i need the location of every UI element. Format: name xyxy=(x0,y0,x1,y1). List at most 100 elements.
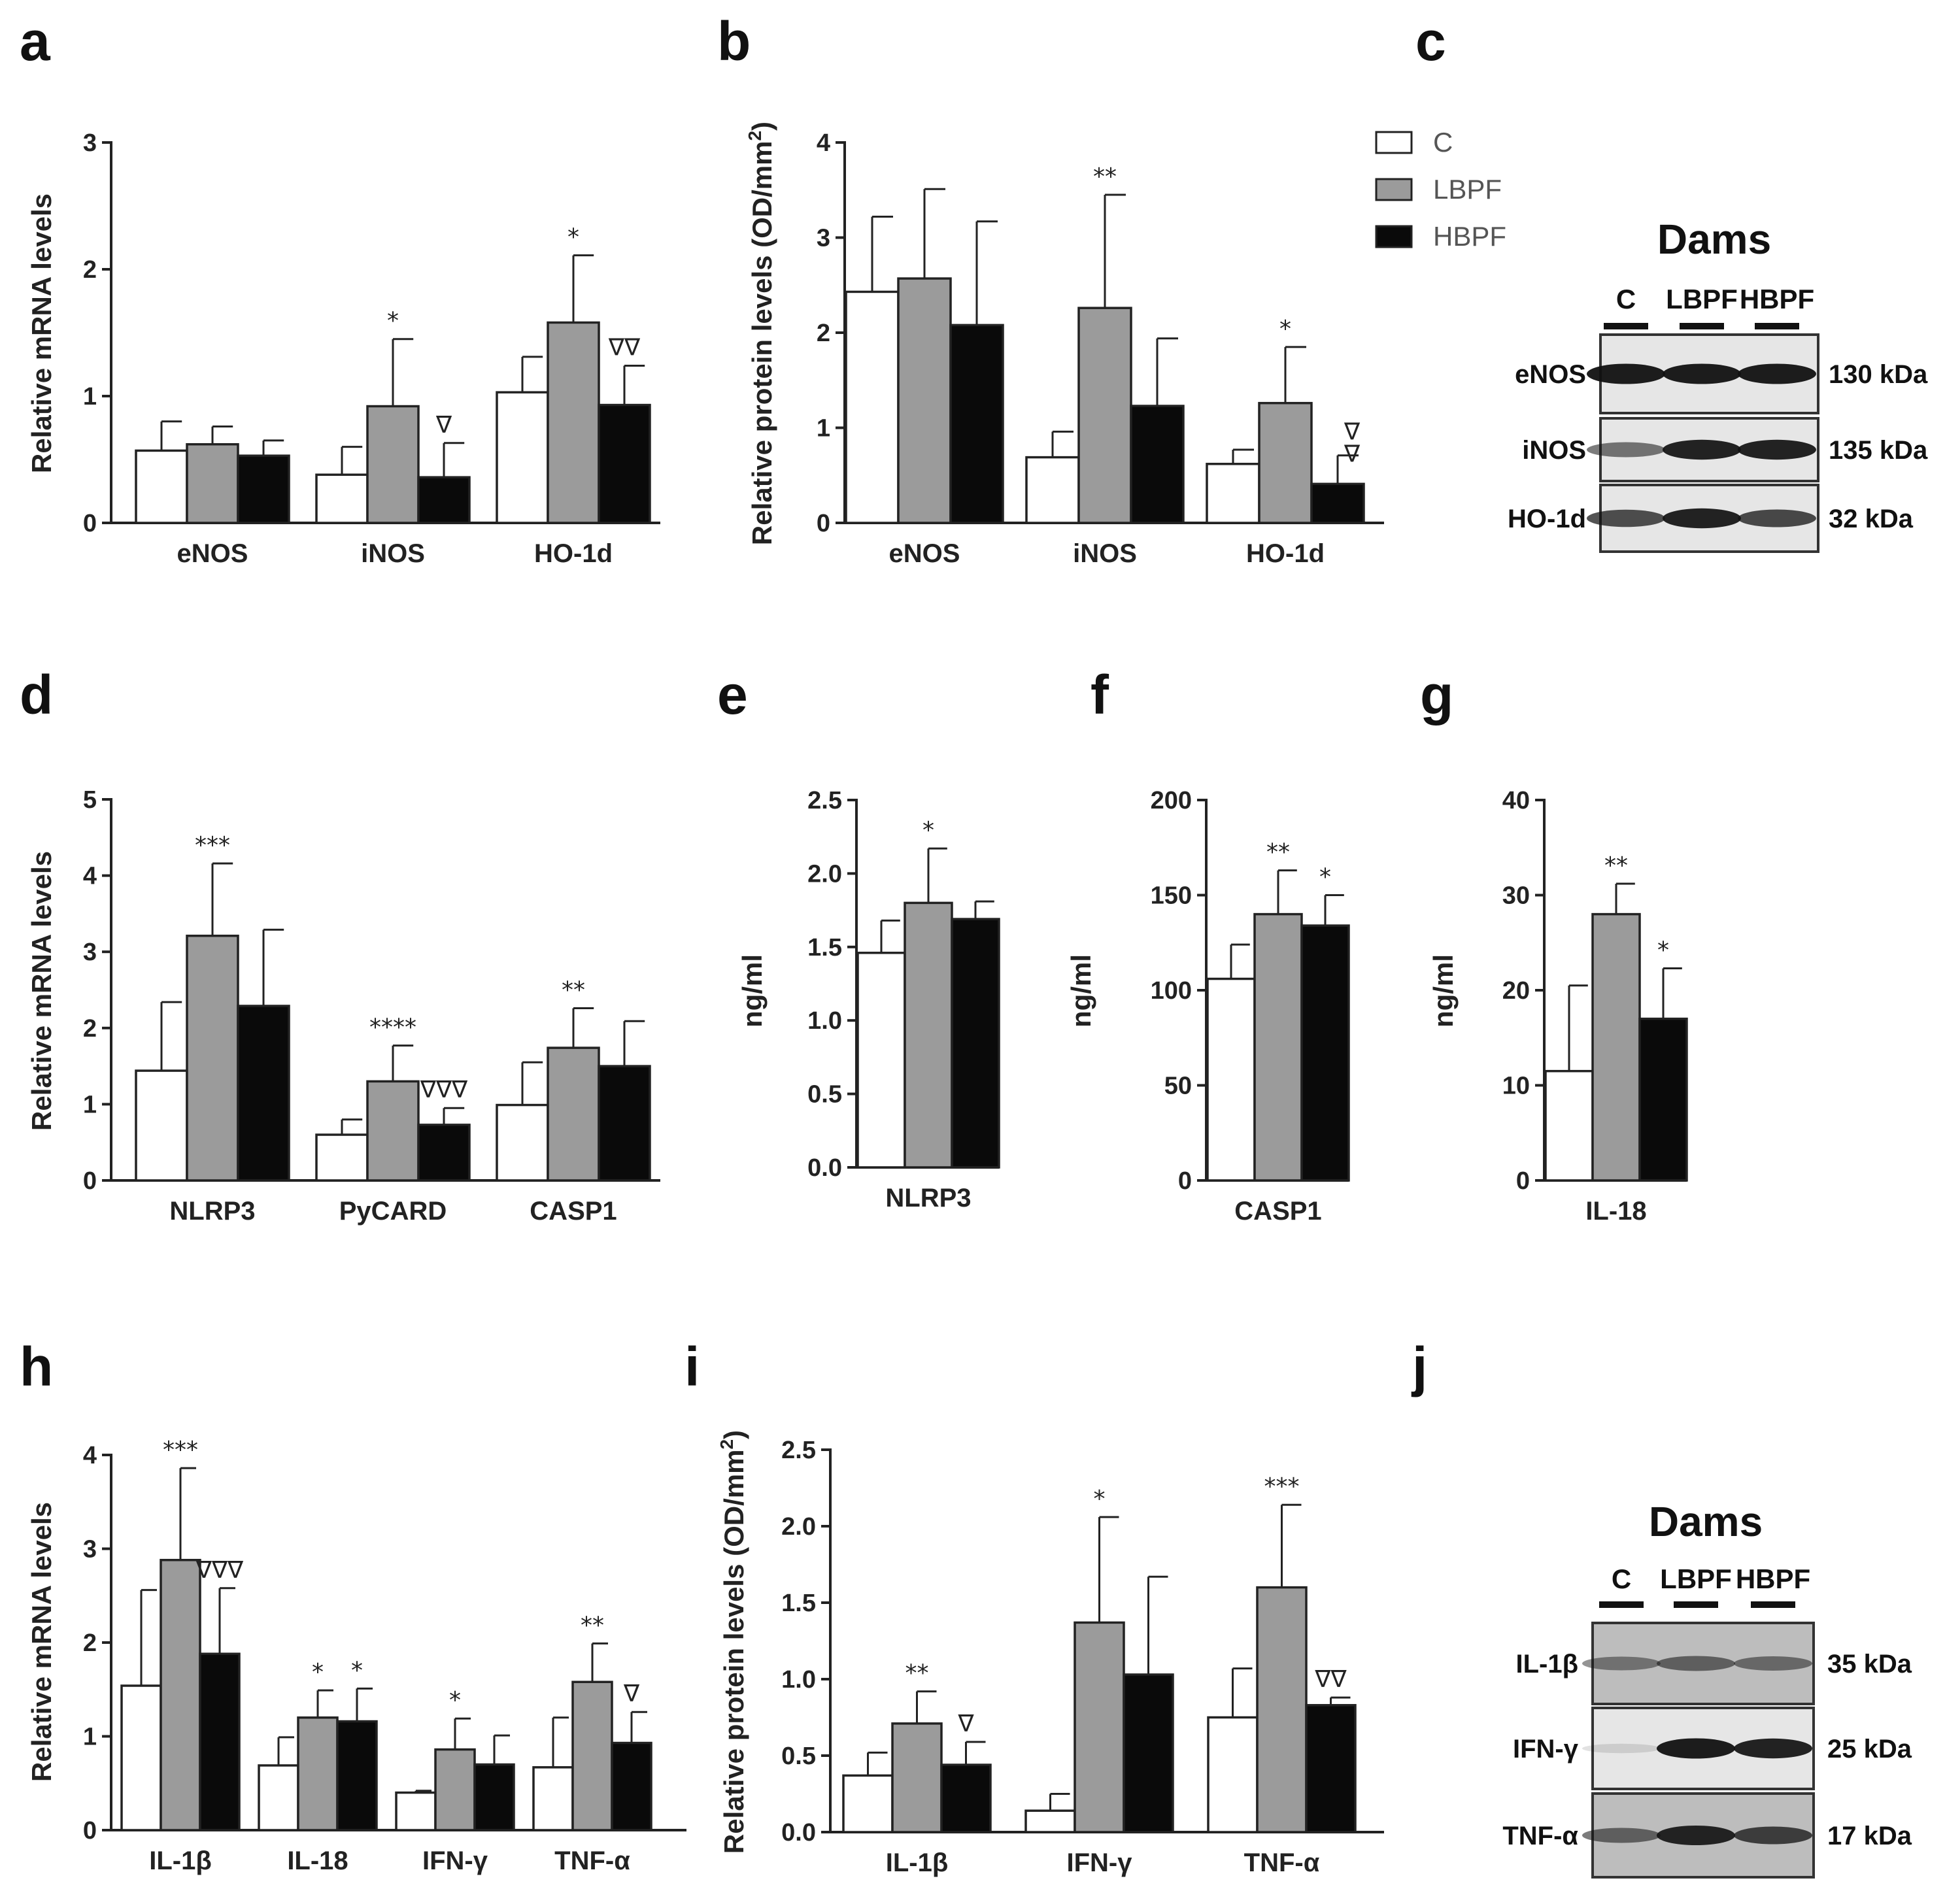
y-tick-label: 2.5 xyxy=(781,1437,816,1464)
bar-C-TNF-α xyxy=(1207,1716,1259,1833)
bar-HBPF-IFN-γ xyxy=(473,1763,515,1831)
significance-marker: * xyxy=(567,224,579,251)
bar-HBPF-CASP1 xyxy=(1300,924,1350,1182)
y-tick-label: 1.5 xyxy=(807,934,842,961)
y-axis-title: Relative mRNA levels xyxy=(26,851,57,1131)
bar-LBPF-PyCARD xyxy=(366,1080,420,1182)
blot-lane-label: C xyxy=(1616,284,1636,314)
protein-band xyxy=(1587,509,1665,527)
blot-lane-label: HBPF xyxy=(1736,1563,1810,1594)
bar-C-IFN-γ xyxy=(395,1791,437,1831)
protein-band xyxy=(1657,1826,1735,1845)
y-tick-label: 3 xyxy=(817,225,830,252)
bar-LBPF-iNOS xyxy=(366,405,420,524)
bar-HBPF-IL-1β xyxy=(199,1652,241,1831)
bar-HBPF-HO-1d xyxy=(598,403,651,524)
protein-band xyxy=(1587,442,1665,458)
bar-HBPF-iNOS xyxy=(417,476,471,524)
chart-panel-h: h 0 1 2 3 4 Relative mRNA levels IL-1β IL-18 IFN-… xyxy=(20,1336,686,1875)
blot-protein-label: iNOS xyxy=(1522,436,1586,465)
lane-marker xyxy=(1680,323,1724,329)
protein-band xyxy=(1738,363,1816,384)
bar-LBPF-IL-1β xyxy=(891,1722,943,1833)
bar-C-HO-1d xyxy=(1206,463,1260,524)
chart-panel-i: i 0.0 0.5 1.0 1.5 2.0 2.5 Relative protein leve… xyxy=(685,1336,1384,1877)
panel-letter-d: d xyxy=(20,664,53,726)
bar-LBPF-IL-18 xyxy=(1591,912,1641,1182)
x-category-label: CASP1 xyxy=(1234,1197,1321,1226)
y-axis-title: Relative mRNA levels xyxy=(26,1502,57,1782)
protein-band xyxy=(1734,1738,1812,1759)
significance-marker: ∇ xyxy=(957,1711,974,1737)
y-tick-label: 3 xyxy=(83,1536,97,1563)
y-tick-label: 100 xyxy=(1151,977,1192,1005)
bar-LBPF-eNOS xyxy=(186,443,239,524)
lane-marker xyxy=(1751,1601,1795,1608)
blot-lane-label: HBPF xyxy=(1740,284,1814,314)
significance-marker: ∇∇ xyxy=(1314,1666,1347,1693)
significance-marker: * xyxy=(1279,316,1291,342)
bar-LBPF-CASP1 xyxy=(547,1046,600,1182)
lane-marker xyxy=(1674,1601,1718,1608)
y-tick-label: 4 xyxy=(83,1442,97,1469)
y-tick-label: 0.0 xyxy=(807,1154,842,1182)
legend-swatch-HBPF xyxy=(1375,225,1413,248)
bar-C-iNOS xyxy=(1025,456,1080,524)
y-axis-title: Relative mRNA levels xyxy=(26,193,57,473)
legend: C LBPF HBPF xyxy=(1375,127,1506,252)
blot-protein-label: TNF-α xyxy=(1502,1822,1578,1850)
bar-HBPF-PyCARD xyxy=(417,1124,471,1182)
blot-title: Dams xyxy=(1657,216,1771,263)
significance-marker: ∇∇∇ xyxy=(420,1077,468,1103)
bar-HBPF-IFN-γ xyxy=(1123,1673,1174,1833)
significance-marker: * xyxy=(1319,864,1331,891)
x-category-label: NLRP3 xyxy=(885,1184,971,1212)
x-category-label: eNOS xyxy=(889,539,960,568)
bar-C-PyCARD xyxy=(315,1133,369,1182)
y-tick-label: 3 xyxy=(83,129,97,157)
panel-letter-g: g xyxy=(1420,664,1453,726)
legend-swatch-C xyxy=(1375,131,1413,154)
y-tick-label: 4 xyxy=(817,129,830,157)
significance-marker: ** xyxy=(562,977,585,1003)
y-tick-label: 1 xyxy=(83,1091,97,1118)
x-category-label: HO-1d xyxy=(1246,539,1325,568)
significance-marker: * xyxy=(1657,937,1669,964)
x-category-label: CASP1 xyxy=(530,1197,617,1226)
y-tick-label: 200 xyxy=(1151,787,1192,814)
y-tick-label: 2.0 xyxy=(781,1513,816,1541)
protein-band xyxy=(1582,1656,1661,1671)
protein-band xyxy=(1657,1656,1735,1671)
bar-HBPF-iNOS xyxy=(1130,405,1185,524)
y-axis-title: ng/ml xyxy=(1066,954,1096,1027)
blot-protein-label: IFN-γ xyxy=(1513,1735,1579,1763)
bar-C-iNOS xyxy=(315,473,369,524)
panel-letter-j: j xyxy=(1411,1336,1427,1397)
y-tick-label: 5 xyxy=(83,786,97,814)
bar-HBPF-HO-1d xyxy=(1310,482,1365,524)
y-tick-label: 150 xyxy=(1151,882,1192,910)
legend-label-HBPF: HBPF xyxy=(1433,221,1506,252)
panel-letter-f: f xyxy=(1091,664,1109,726)
protein-band xyxy=(1734,1656,1812,1671)
y-tick-label: 2 xyxy=(83,1015,97,1043)
x-category-label: TNF-α xyxy=(554,1846,630,1875)
significance-marker: *** xyxy=(195,832,230,859)
chart-panel-b: b 0 1 2 3 4 Relative protein levels (OD/mm2) eN… xyxy=(717,10,1384,568)
significance-marker: **** xyxy=(369,1014,416,1041)
bar-C-eNOS xyxy=(135,449,188,524)
y-axis-title: Relative protein levels (OD/mm2) xyxy=(745,122,777,545)
significance-marker: ∇ xyxy=(623,1680,640,1707)
y-tick-label: 2.5 xyxy=(807,787,842,814)
significance-marker: *** xyxy=(1264,1473,1300,1500)
panel-letter-a: a xyxy=(20,10,51,72)
significance-marker: ∇ xyxy=(1344,441,1361,468)
x-category-label: IFN-γ xyxy=(422,1846,488,1875)
bar-HBPF-CASP1 xyxy=(598,1065,651,1182)
blot-lane-label: LBPF xyxy=(1660,1563,1732,1594)
y-tick-label: 0 xyxy=(83,1817,97,1845)
protein-band xyxy=(1587,363,1665,384)
x-category-label: iNOS xyxy=(1073,539,1137,568)
protein-band xyxy=(1657,1738,1735,1759)
y-tick-label: 1.0 xyxy=(781,1666,816,1694)
